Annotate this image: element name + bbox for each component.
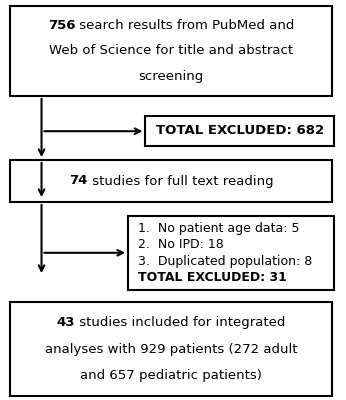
Text: 74: 74 — [69, 174, 88, 188]
Text: and 657 pediatric patients): and 657 pediatric patients) — [80, 369, 262, 382]
Text: TOTAL EXCLUDED: 31: TOTAL EXCLUDED: 31 — [138, 271, 287, 284]
Text: 3.  Duplicated population: 8: 3. Duplicated population: 8 — [138, 255, 313, 268]
Bar — [145, 116, 334, 146]
Text: 1.  No patient age data: 5: 1. No patient age data: 5 — [138, 222, 300, 235]
Bar — [10, 160, 332, 202]
Text: Web of Science for title and abstract: Web of Science for title and abstract — [49, 44, 293, 58]
Bar — [10, 6, 332, 96]
Bar — [10, 302, 332, 396]
Text: 43: 43 — [57, 316, 75, 329]
Text: search results from PubMed and: search results from PubMed and — [75, 19, 295, 32]
Text: studies for full text reading: studies for full text reading — [88, 174, 273, 188]
Bar — [128, 216, 334, 290]
Text: studies included for integrated: studies included for integrated — [75, 316, 286, 329]
Text: analyses with 929 patients (272 adult: analyses with 929 patients (272 adult — [45, 342, 298, 356]
Text: 2.  No IPD: 18: 2. No IPD: 18 — [138, 238, 224, 251]
Text: screening: screening — [139, 70, 204, 83]
Text: TOTAL EXCLUDED: 682: TOTAL EXCLUDED: 682 — [156, 124, 324, 138]
Text: 756: 756 — [48, 19, 75, 32]
